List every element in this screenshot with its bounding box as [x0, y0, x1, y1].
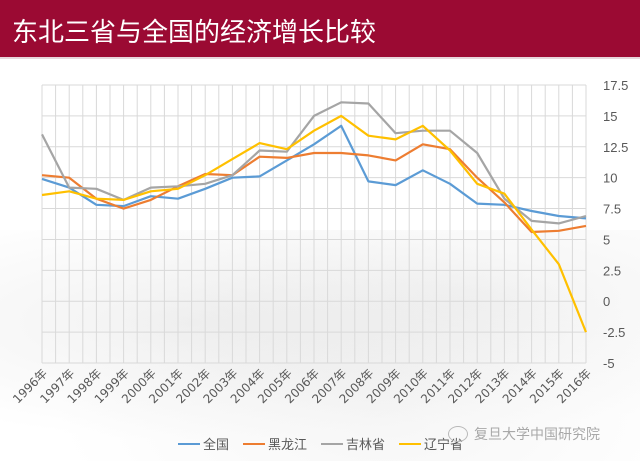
- chart-legend: 全国 黑龙江 吉林省 辽宁省: [178, 434, 463, 453]
- source-credit: 复旦大学中国研究院: [448, 424, 600, 444]
- y-tick-label: 0: [603, 294, 610, 309]
- y-tick-label: -5: [603, 356, 615, 371]
- chart-grid: [41, 84, 587, 364]
- legend-label: 吉林省: [346, 438, 386, 453]
- legend-label: 黑龙江: [268, 438, 308, 453]
- y-tick-label: 2.5: [603, 263, 621, 278]
- legend-item-heilongjiang: 黑龙江: [243, 434, 307, 453]
- y-axis-ticks: 17.5 15 12.5 10 7.5 5 2.5 0 -2.5 -5: [603, 78, 628, 371]
- y-tick-label: 12.5: [603, 140, 628, 155]
- legend-swatch-liaoning: [399, 442, 422, 445]
- background-watermark-illustration: [0, 230, 640, 461]
- legend-swatch-national: [178, 442, 200, 445]
- page-title: 东北三省与全国的经济增长比较: [12, 18, 377, 48]
- y-tick-label: 5: [603, 232, 610, 247]
- legend-label: 全国: [203, 438, 230, 453]
- series-line-黑龙江: [41, 143, 587, 234]
- x-axis-ticks: 1996年1997年1998年1999年2000年2001年2002年2003年…: [10, 366, 594, 406]
- wechat-icon: [448, 426, 468, 442]
- series-line-全国: [41, 124, 587, 220]
- y-tick-label: -2.5: [603, 325, 625, 340]
- y-tick-label: 10: [603, 171, 617, 186]
- y-tick-label: 15: [603, 109, 617, 124]
- legend-label: 辽宁省: [424, 438, 464, 453]
- legend-item-jilin: 吉林省: [321, 434, 385, 453]
- legend-swatch-jilin: [321, 442, 344, 445]
- title-bar: 东北三省与全国的经济增长比较: [0, 0, 640, 59]
- legend-item-national: 全国: [178, 434, 229, 453]
- y-tick-label: 7.5: [603, 202, 621, 217]
- y-tick-label: 17.5: [603, 78, 628, 93]
- chart-series-lines: [41, 101, 588, 333]
- series-line-辽宁省: [41, 114, 588, 333]
- legend-swatch-heilongjiang: [243, 442, 266, 445]
- credit-text: 复旦大学中国研究院: [474, 427, 600, 443]
- series-line-吉林省: [41, 101, 587, 225]
- legend-item-liaoning: 辽宁省: [399, 434, 463, 453]
